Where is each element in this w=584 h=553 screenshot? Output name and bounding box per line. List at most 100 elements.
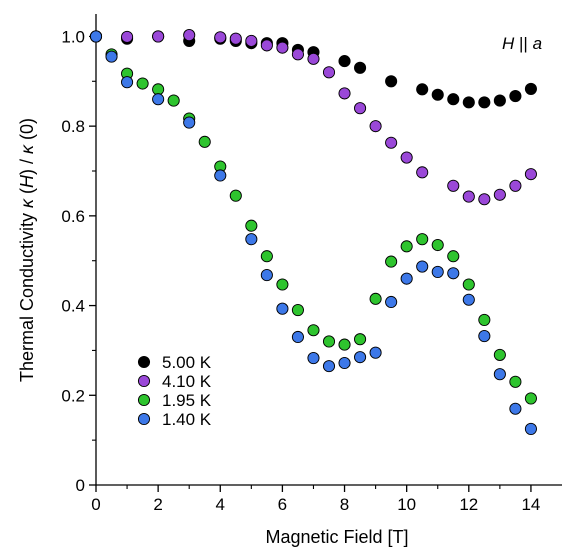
data-point: [416, 233, 429, 246]
series-2: [89, 30, 537, 405]
data-point: [385, 295, 398, 309]
legend-marker: [137, 355, 151, 369]
legend-label: 1.40 K: [162, 410, 212, 429]
legend-marker: [137, 393, 151, 407]
data-point: [338, 356, 351, 370]
data-point: [447, 250, 460, 263]
y-axis-label-part: (: [17, 188, 37, 199]
data-point: [447, 93, 460, 106]
legend-label: 4.10 K: [162, 372, 212, 391]
data-point: [276, 302, 289, 315]
data-point: [400, 240, 413, 253]
annotation-part: a: [528, 34, 542, 53]
legend-label: 1.95 K: [162, 391, 212, 410]
data-point: [260, 269, 273, 282]
data-point: [509, 90, 522, 103]
data-point: [416, 260, 429, 273]
data-point: [416, 166, 429, 179]
data-point: [369, 120, 382, 133]
legend: 5.00 K4.10 K1.95 K1.40 K: [137, 353, 212, 429]
x-tick-label: 0: [91, 495, 100, 514]
data-point: [121, 30, 134, 43]
data-point: [354, 61, 367, 74]
data-point: [198, 135, 211, 148]
data-point: [524, 168, 537, 181]
axes: 0 2 4 6 8 10 12 14 0 0.2 0.4 0.6 0.8 1.0: [61, 14, 562, 514]
data-point: [478, 330, 491, 343]
data-point: [400, 272, 413, 285]
x-tick-label: 2: [153, 495, 162, 514]
data-point: [493, 94, 506, 107]
data-point: [493, 368, 506, 381]
x-tick-label: 4: [216, 495, 225, 514]
data-point: [462, 96, 475, 109]
legend-label: 5.00 K: [162, 353, 212, 372]
data-point: [431, 238, 444, 252]
data-point: [291, 304, 304, 317]
x-tick-label: 14: [521, 495, 540, 514]
data-point: [509, 375, 522, 388]
x-axis-label: Magnetic Field [T]: [265, 527, 408, 547]
x-tick-label: 8: [340, 495, 349, 514]
data-point: [338, 338, 351, 351]
data-point: [385, 75, 398, 88]
annotation-part: H: [502, 34, 515, 53]
data-point: [447, 267, 460, 280]
data-point: [136, 77, 149, 90]
series-1: [89, 29, 537, 206]
data-point: [152, 93, 165, 106]
data-point: [354, 333, 367, 346]
x-tick-label: 10: [397, 495, 416, 514]
data-point: [400, 151, 413, 164]
data-point: [276, 41, 289, 54]
data-point: [493, 188, 506, 201]
data-point: [214, 31, 227, 44]
data-point: [152, 30, 165, 43]
y-axis-label-part: ) /: [17, 154, 37, 175]
y-axis-label-part: κ: [17, 198, 37, 208]
data-point: [276, 278, 289, 291]
data-point: [524, 392, 537, 405]
data-point: [245, 34, 258, 47]
x-tick-label: 12: [459, 495, 478, 514]
data-point: [291, 330, 304, 344]
data-point: [214, 169, 227, 182]
data-point: [291, 48, 304, 61]
data-point: [245, 219, 258, 232]
data-point: [307, 52, 320, 65]
y-tick-label: 1.0: [61, 27, 85, 46]
data-point: [462, 293, 475, 306]
y-axis-label: Thermal Conductivity κ (H) / κ (0): [17, 118, 37, 382]
data-point: [338, 55, 351, 68]
data-point: [260, 39, 273, 52]
x-tick-label: 6: [278, 495, 287, 514]
y-axis-label-part: H: [17, 174, 37, 188]
data-point: [89, 30, 103, 43]
data-point: [385, 136, 398, 149]
legend-marker: [137, 374, 151, 388]
data-point: [322, 360, 336, 373]
y-tick-label: 0.6: [61, 207, 85, 226]
data-point: [183, 116, 196, 129]
data-point: [354, 351, 367, 364]
data-point: [322, 66, 336, 79]
data-point: [524, 422, 537, 435]
data-point: [478, 193, 491, 206]
data-point: [478, 313, 491, 326]
data-point: [478, 96, 491, 109]
data-point: [431, 88, 444, 101]
data-point: [385, 255, 398, 268]
data-point: [493, 348, 506, 361]
legend-marker: [137, 412, 151, 426]
data-point: [229, 32, 242, 45]
data-points: [89, 29, 537, 435]
y-tick-label: 0.4: [61, 297, 85, 316]
data-point: [509, 402, 522, 415]
data-point: [307, 352, 320, 365]
data-point: [509, 179, 522, 192]
data-point: [307, 324, 320, 337]
data-point: [121, 76, 134, 89]
annotation-part: ||: [514, 34, 528, 53]
data-point: [338, 87, 351, 100]
